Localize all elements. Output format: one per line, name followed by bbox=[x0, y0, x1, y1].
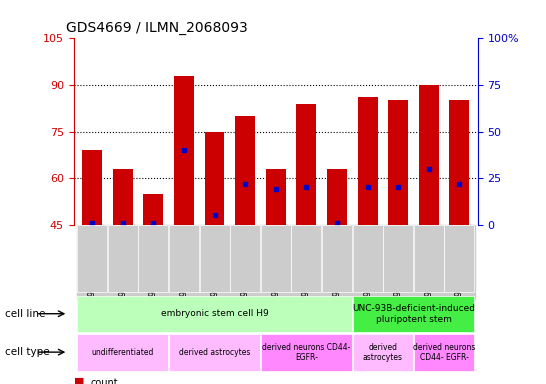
Bar bbox=[352, 225, 383, 299]
Text: UNC-93B-deficient-induced
pluripotent stem: UNC-93B-deficient-induced pluripotent st… bbox=[352, 304, 475, 324]
Bar bbox=[169, 225, 199, 299]
Bar bbox=[112, 169, 133, 225]
Bar bbox=[413, 225, 444, 299]
Bar bbox=[260, 225, 291, 299]
Bar bbox=[77, 225, 108, 299]
Text: cell line: cell line bbox=[5, 309, 46, 319]
Text: derived neurons
CD44- EGFR-: derived neurons CD44- EGFR- bbox=[413, 343, 475, 362]
Text: derived astrocytes: derived astrocytes bbox=[179, 348, 250, 357]
Text: derived
astrocytes: derived astrocytes bbox=[363, 343, 403, 362]
Text: embryonic stem cell H9: embryonic stem cell H9 bbox=[161, 310, 269, 318]
Bar bbox=[174, 76, 194, 225]
Bar bbox=[230, 225, 260, 299]
Text: derived neurons CD44-
EGFR-: derived neurons CD44- EGFR- bbox=[262, 343, 351, 362]
Bar bbox=[444, 225, 474, 299]
Text: ■: ■ bbox=[74, 376, 84, 384]
Bar bbox=[449, 101, 470, 225]
Text: undifferentiated: undifferentiated bbox=[92, 348, 154, 357]
Bar bbox=[419, 85, 439, 225]
Bar bbox=[144, 194, 163, 225]
Bar bbox=[291, 225, 322, 299]
Bar bbox=[322, 225, 352, 299]
Bar bbox=[199, 225, 230, 299]
Bar bbox=[82, 150, 102, 225]
Bar bbox=[266, 169, 286, 225]
Text: GDS4669 / ILMN_2068093: GDS4669 / ILMN_2068093 bbox=[66, 21, 247, 35]
Bar bbox=[388, 101, 408, 225]
Bar bbox=[383, 225, 413, 299]
Bar bbox=[205, 132, 224, 225]
Bar bbox=[235, 116, 255, 225]
Bar bbox=[108, 225, 138, 299]
Text: cell type: cell type bbox=[5, 347, 50, 358]
Text: count: count bbox=[90, 378, 118, 384]
Bar bbox=[296, 104, 316, 225]
Bar bbox=[358, 98, 377, 225]
Bar bbox=[138, 225, 169, 299]
Bar bbox=[327, 169, 347, 225]
